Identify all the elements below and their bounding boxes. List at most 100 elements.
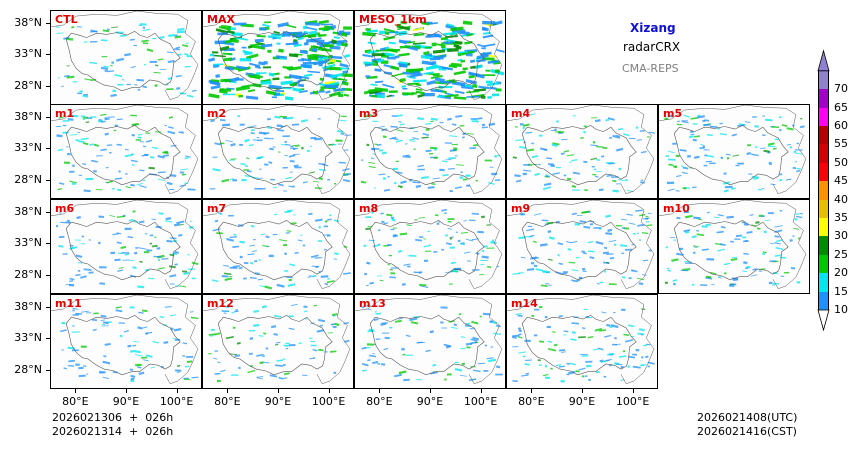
echo-cell: [676, 252, 684, 256]
echo-cell: [129, 350, 134, 353]
echo-cell: [176, 371, 180, 373]
echo-cell: [380, 363, 386, 366]
echo-cell: [100, 39, 108, 42]
echo-cell: [89, 143, 94, 146]
echo-cell: [436, 222, 440, 225]
echo-cell: [129, 38, 135, 41]
echo-cell: [431, 42, 437, 47]
echo-cell: [247, 89, 256, 93]
echo-cell: [324, 282, 329, 286]
echo-cell: [116, 118, 123, 121]
echo-cell: [453, 323, 458, 327]
echo-cell: [213, 63, 224, 66]
echo-cell: [726, 215, 734, 219]
echo-cell: [410, 321, 419, 325]
echo-cell: [664, 117, 669, 120]
echo-cell: [322, 56, 329, 60]
echo-cell: [467, 260, 472, 262]
echo-cell: [274, 115, 281, 119]
echo-cell: [238, 94, 244, 98]
echo-cell: [333, 219, 340, 223]
echo-cell: [425, 149, 432, 153]
echo-cell: [552, 331, 556, 333]
echo-cell: [703, 149, 710, 151]
echo-cell: [104, 117, 108, 120]
echo-cell: [167, 130, 176, 135]
echo-cell: [794, 218, 798, 221]
echo-cell: [323, 248, 327, 251]
echo-cell: [723, 262, 731, 265]
echo-cell: [228, 159, 235, 161]
echo-cell: [470, 338, 478, 342]
echo-cell: [405, 154, 410, 157]
echo-cell: [236, 342, 241, 345]
echo-cell: [425, 349, 431, 353]
echo-cell: [261, 355, 266, 357]
echo-cell: [398, 249, 403, 253]
echo-cell: [599, 281, 604, 284]
echo-cell: [547, 163, 553, 166]
lead-time-1: 026h: [145, 411, 174, 424]
echo-cell: [533, 213, 542, 216]
echo-cell: [543, 182, 552, 187]
echo-cell: [551, 143, 558, 147]
echo-cell: [791, 124, 795, 127]
echo-cell: [268, 254, 274, 258]
echo-cell: [426, 80, 436, 86]
colorbar-label: 10: [834, 303, 848, 316]
echo-cell: [568, 161, 572, 163]
echo-cell: [268, 72, 275, 77]
echo-cell: [443, 343, 452, 348]
echo-cell: [668, 163, 674, 167]
echo-cell: [211, 51, 219, 54]
echo-cell: [783, 271, 790, 274]
echo-cell: [795, 215, 803, 219]
echo-cell: [318, 226, 321, 229]
echo-cell: [566, 362, 570, 365]
province-border: [369, 314, 485, 376]
map-panel-m3: m3: [354, 104, 506, 199]
echo-cell: [291, 303, 298, 307]
echo-cell: [495, 373, 503, 376]
echo-cell: [249, 43, 262, 47]
echo-cell: [609, 136, 613, 139]
echo-cell: [412, 27, 424, 32]
echo-cell: [214, 372, 221, 375]
echo-cell: [92, 328, 97, 332]
echo-cell: [676, 123, 683, 126]
echo-cell: [395, 139, 403, 143]
echo-cell: [705, 275, 712, 279]
echo-cell: [247, 253, 255, 256]
echo-cell: [488, 182, 495, 185]
echo-cell: [233, 22, 247, 26]
echo-cell: [425, 34, 432, 39]
echo-cell: [324, 220, 328, 223]
echo-cell: [90, 29, 98, 33]
echo-cell: [258, 335, 264, 337]
echo-cell: [466, 90, 480, 94]
echo-cell: [627, 365, 631, 368]
echo-cell: [547, 258, 553, 261]
echo-cell: [66, 75, 75, 79]
echo-cell: [288, 315, 294, 318]
map-canvas: [355, 105, 503, 195]
echo-cell: [486, 265, 492, 269]
echo-cell: [377, 229, 381, 232]
echo-cell: [441, 327, 448, 329]
echo-cell: [285, 42, 298, 46]
echo-cell: [154, 64, 159, 67]
echo-cell: [268, 161, 273, 164]
echo-cell: [367, 225, 373, 227]
echo-cell: [103, 65, 109, 68]
echo-cell: [768, 142, 775, 146]
echo-cell: [555, 271, 564, 275]
echo-cell: [224, 277, 233, 282]
echo-cell: [312, 180, 320, 183]
echo-cell: [618, 127, 623, 131]
echo-cell: [519, 123, 524, 126]
map-canvas: [203, 200, 351, 290]
echo-cell: [365, 227, 371, 231]
echo-cell: [583, 130, 586, 134]
echo-cell: [309, 30, 317, 34]
echo-cell: [283, 270, 288, 272]
